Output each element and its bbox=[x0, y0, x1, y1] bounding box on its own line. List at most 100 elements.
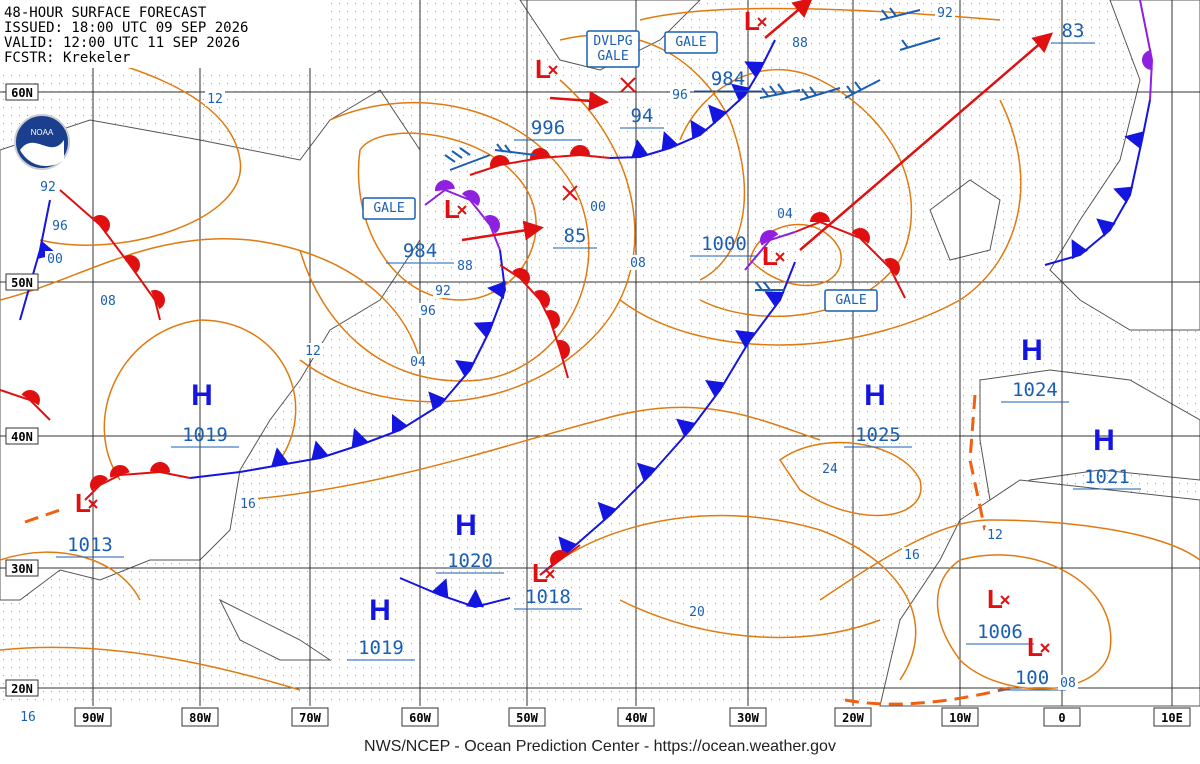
isobar-label: 24 bbox=[822, 462, 838, 477]
isobar-label: 16 bbox=[20, 710, 36, 725]
longitude-label-box bbox=[74, 707, 112, 727]
isobar-label-bg bbox=[303, 343, 323, 358]
isobar-label-bg bbox=[902, 547, 922, 562]
isobar-label-bg bbox=[775, 206, 795, 221]
footer-band bbox=[0, 730, 1200, 764]
isobar-label-bg bbox=[455, 258, 475, 273]
isobar-label-bg bbox=[588, 199, 608, 214]
isobar-label-bg bbox=[935, 5, 955, 20]
isobar-label: 08 bbox=[100, 294, 116, 309]
warning-box bbox=[824, 289, 878, 312]
logo-text: NOAA bbox=[31, 128, 54, 137]
fronts bbox=[0, 0, 1154, 706]
map-labels: 60N 50N 40N 30N 20N 90W 80W 70W 60W 50W 40W 30W 20W 1… bbox=[5, 5, 1191, 727]
isobar-label: 12 bbox=[987, 528, 1003, 543]
central-pressure: 100 bbox=[1015, 667, 1049, 689]
low-center-mark bbox=[88, 499, 98, 509]
longitude-label-box bbox=[617, 707, 655, 727]
isobar-label: 88 bbox=[457, 259, 473, 274]
longitude-label: 0 bbox=[1058, 711, 1065, 725]
isobar-label-bg bbox=[1058, 675, 1078, 690]
isobar-label: 92 bbox=[435, 284, 451, 299]
warning-label: DVLPG bbox=[593, 34, 632, 49]
latitude-label-box bbox=[5, 427, 39, 445]
isobar-label-bg bbox=[45, 251, 65, 266]
isobar-label: 12 bbox=[207, 92, 223, 107]
latitude-label: 30N bbox=[11, 562, 33, 576]
footer-credit: NWS/NCEP - Ocean Prediction Center - htt… bbox=[364, 738, 836, 755]
low-center-mark bbox=[457, 205, 467, 215]
longitude-label-box bbox=[1153, 707, 1191, 727]
low-center-mark bbox=[1000, 595, 1010, 605]
central-pressure: 1024 bbox=[1012, 379, 1058, 401]
longitude-label-box bbox=[1043, 707, 1081, 727]
wind-barbs bbox=[444, 7, 941, 291]
longitude-label: 20W bbox=[842, 711, 864, 725]
central-pressure: 1020 bbox=[447, 550, 493, 572]
latitude-label-box bbox=[5, 273, 39, 291]
latitude-label-box bbox=[5, 559, 39, 577]
isobar-label: 08 bbox=[630, 256, 646, 271]
isobar-label: 00 bbox=[47, 252, 63, 267]
storm-tracks bbox=[461, 0, 1054, 251]
header-forecaster: FCSTR: Krekeler bbox=[4, 50, 130, 66]
longitude-label-box bbox=[181, 707, 219, 727]
central-pressure: 1025 bbox=[855, 424, 901, 446]
forecast-pressure: 83 bbox=[1062, 20, 1085, 42]
longitude-label-box bbox=[729, 707, 767, 727]
isobar-label-bg bbox=[238, 496, 258, 511]
central-pressure: 1000 bbox=[701, 233, 747, 255]
central-pressure: 996 bbox=[531, 117, 565, 139]
isobar-label: 16 bbox=[904, 548, 920, 563]
isobar-label: 96 bbox=[420, 304, 436, 319]
isobar-label: 92 bbox=[937, 6, 953, 21]
isobar-label-bg bbox=[790, 35, 810, 50]
isobar-label-bg bbox=[670, 87, 690, 102]
header-valid: VALID: 12:00 UTC 11 SEP 2026 bbox=[4, 35, 240, 51]
isobar-label-bg bbox=[18, 709, 38, 724]
high-pressure-symbol: H bbox=[191, 379, 213, 412]
high-pressure-symbol: H bbox=[369, 594, 391, 627]
longitude-label-box bbox=[401, 707, 439, 727]
longitude-label: 90W bbox=[82, 711, 104, 725]
forecast-position-mark bbox=[562, 185, 578, 201]
low-center-mark bbox=[545, 569, 555, 579]
longitude-label-box bbox=[508, 707, 546, 727]
low-pressure-symbol: L bbox=[535, 54, 551, 84]
central-pressure: 984 bbox=[403, 240, 437, 262]
central-pressure: 1013 bbox=[67, 534, 113, 556]
central-pressure: 984 bbox=[711, 68, 745, 90]
isobar-label: 96 bbox=[672, 88, 688, 103]
latitude-label: 50N bbox=[11, 276, 33, 290]
longitude-label-box bbox=[834, 707, 872, 727]
isobar-label: 16 bbox=[240, 497, 256, 512]
low-pressure-symbol: L bbox=[75, 488, 91, 518]
warning-box bbox=[664, 31, 718, 54]
isobar-label-bg bbox=[628, 255, 648, 270]
central-pressure: 1019 bbox=[358, 637, 404, 659]
isobar-label-bg bbox=[98, 293, 118, 308]
isobar-label: 00 bbox=[590, 200, 606, 215]
header-issued: ISSUED: 18:00 UTC 09 SEP 2026 bbox=[4, 20, 248, 36]
isobar-label: 20 bbox=[689, 605, 705, 620]
isobar-label: 96 bbox=[52, 219, 68, 234]
central-pressure: 1021 bbox=[1084, 466, 1130, 488]
longitude-label: 10E bbox=[1161, 711, 1183, 725]
low-pressure-symbol: L bbox=[762, 241, 778, 271]
isobar-label-bg bbox=[205, 91, 225, 106]
forecast-pressure: 94 bbox=[631, 105, 654, 127]
latitude-label-box bbox=[5, 83, 39, 101]
isobar-label: 04 bbox=[410, 355, 426, 370]
isobar-label-bg bbox=[50, 218, 70, 233]
isobar-label-bg bbox=[38, 179, 58, 194]
isobar-label: 08 bbox=[1060, 676, 1076, 691]
forecast-pressure: 85 bbox=[564, 225, 587, 247]
latitude-label-box bbox=[5, 679, 39, 697]
header-title: 48-HOUR SURFACE FORECAST bbox=[4, 5, 207, 21]
isobar-label: 88 bbox=[792, 36, 808, 51]
isobar-label-bg bbox=[820, 461, 840, 476]
central-pressure: 1006 bbox=[977, 621, 1023, 643]
low-pressure-symbol: L bbox=[744, 6, 760, 36]
longitude-label-box bbox=[941, 707, 979, 727]
